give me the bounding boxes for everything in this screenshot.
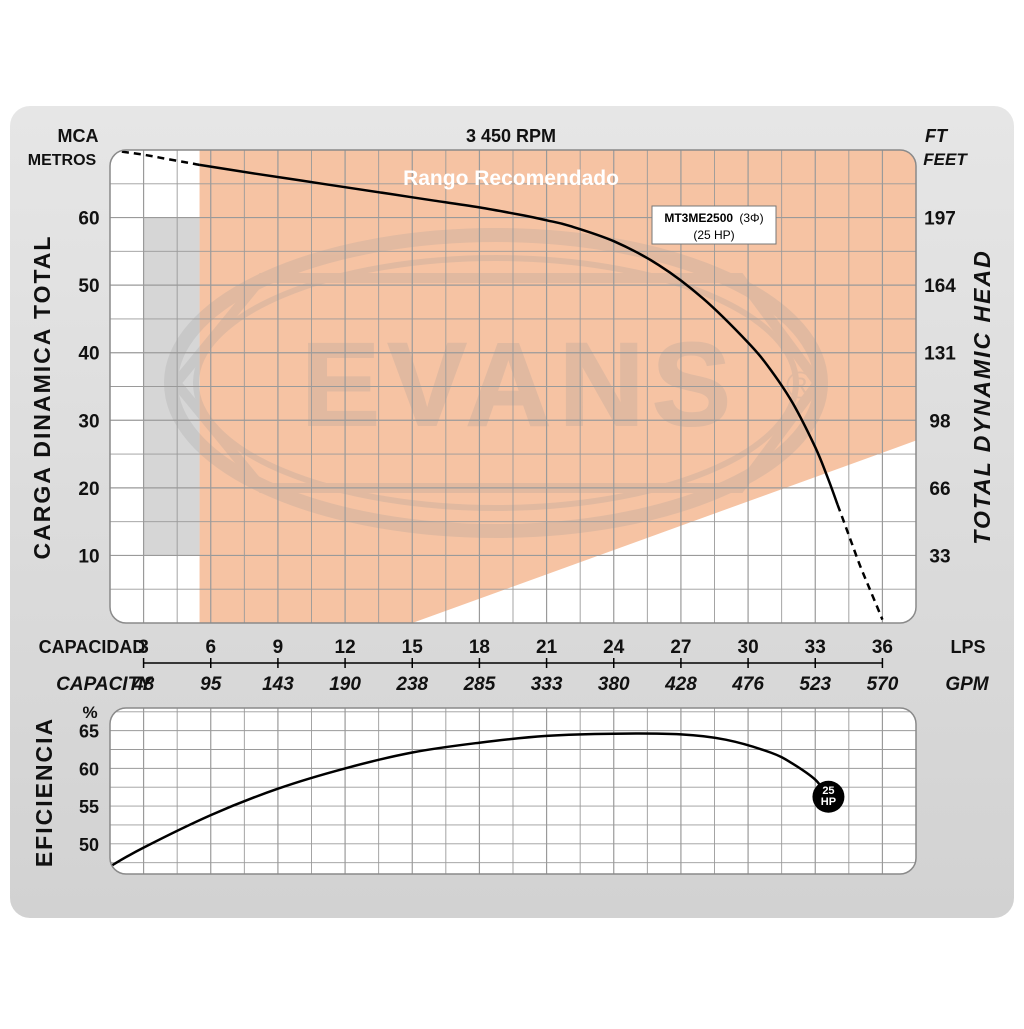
hp-marker-value: 25 — [822, 785, 834, 797]
x-tick-lps: 15 — [402, 637, 424, 658]
unit-mca: MCA — [58, 126, 99, 146]
series-label-box — [651, 205, 777, 245]
head-plot-border — [109, 149, 917, 624]
unit-ft: FT — [925, 126, 949, 146]
x-tick-lps: 9 — [273, 637, 284, 658]
head-grid — [110, 150, 916, 623]
x-tick-gpm: 190 — [329, 674, 361, 695]
x-ticks: 3 48 6 95 9 143 12 190 15 238 18 285 21 333 24 380 27 428… — [132, 637, 899, 695]
x-tick-lps: 36 — [872, 637, 893, 658]
head-curve — [199, 163, 839, 506]
x-tick-lps: 21 — [536, 637, 558, 658]
x-axis: CAPACIDAD CAPACITY LPS GPM 3 48 6 95 9 143 12 1… — [39, 637, 990, 695]
x-tick-lps: 33 — [805, 637, 826, 658]
x-tick-gpm: 570 — [867, 674, 899, 695]
x-tick-lps: 12 — [335, 637, 356, 658]
x-tick-lps: 30 — [738, 637, 759, 658]
y-tick-right: 197 — [924, 209, 956, 230]
x-tick-gpm: 48 — [132, 674, 155, 695]
series-name: MT3ME2500 — [664, 211, 733, 225]
series-phase: (3Φ) — [739, 211, 763, 225]
x-tick-gpm: 523 — [799, 674, 831, 695]
efficiency-y-ticks: 50 55 60 65 — [79, 722, 99, 855]
y-tick-right: 33 — [929, 546, 950, 567]
x-axis-label: CAPACIDAD — [39, 637, 146, 657]
unit-metros: METROS — [28, 152, 97, 169]
y-tick-right: 66 — [929, 479, 950, 500]
evans-watermark: EVANS ® — [164, 228, 828, 538]
y-tick-left: 20 — [78, 479, 99, 500]
x-tick-gpm: 238 — [395, 674, 428, 695]
below-range-area — [412, 440, 916, 623]
unit-feet: FEET — [923, 150, 968, 169]
y-tick-right: 98 — [929, 411, 950, 432]
x-unit-lps: LPS — [950, 637, 985, 657]
efficiency-plot-border — [109, 707, 917, 875]
x-tick-lps: 6 — [205, 637, 216, 658]
efficiency-y-tick: 60 — [79, 759, 99, 779]
y-ticks-left: 10 20 30 40 50 60 — [78, 209, 99, 568]
x-tick-lps: 24 — [603, 637, 625, 658]
hp-marker: 25 HP — [812, 780, 845, 813]
x-tick-gpm: 143 — [262, 674, 294, 695]
y-tick-left: 10 — [78, 546, 99, 567]
head-plot: EVANS ® Rango Recomendado MT3ME2500 (3Φ)… — [28, 126, 995, 624]
efficiency-curve — [110, 732, 828, 868]
efficiency-grid — [110, 708, 916, 874]
series-hp: (25 HP) — [693, 228, 734, 242]
x-tick-lps: 3 — [138, 637, 149, 658]
head-curve-right-dashed — [836, 504, 884, 621]
efficiency-axis-title: EFICIENCIA — [31, 717, 57, 867]
efficiency-y-tick: 55 — [79, 797, 99, 817]
hp-marker-circle — [812, 780, 845, 813]
efficiency-y-tick: 50 — [79, 835, 99, 855]
x-tick-gpm: 428 — [664, 674, 697, 695]
x-unit-gpm: GPM — [945, 674, 989, 695]
y-axis-title-right: TOTAL DYNAMIC HEAD — [969, 249, 995, 544]
x-axis-label-en: CAPACITY — [56, 674, 154, 695]
y-axis-title-left: CARGA DINAMICA TOTAL — [29, 235, 55, 560]
x-tick-gpm: 476 — [731, 674, 764, 695]
y-tick-left: 60 — [78, 209, 99, 230]
efficiency-y-tick: 65 — [79, 722, 99, 742]
y-tick-left: 40 — [78, 344, 99, 365]
y-tick-right: 131 — [924, 344, 956, 365]
y-tick-left: 50 — [78, 276, 99, 297]
efficiency-plot: 25 HP % EFICIENCIA 50 55 60 65 — [31, 703, 917, 875]
watermark-text: EVANS — [301, 319, 739, 451]
hp-marker-unit: HP — [821, 796, 836, 808]
x-tick-gpm: 285 — [463, 674, 496, 695]
y-ticks-right: 33 66 98 131 164 197 — [924, 209, 956, 568]
series-label: MT3ME2500 (3Φ) — [664, 211, 763, 225]
x-tick-lps: 27 — [670, 637, 691, 658]
efficiency-unit: % — [82, 703, 97, 722]
x-tick-gpm: 333 — [531, 674, 563, 695]
x-tick-gpm: 95 — [200, 674, 222, 695]
x-tick-lps: 18 — [469, 637, 490, 658]
y-tick-left: 30 — [78, 411, 99, 432]
x-tick-gpm: 380 — [598, 674, 630, 695]
recommended-range-label: Rango Recomendado — [403, 167, 619, 190]
y-tick-right: 164 — [924, 276, 956, 297]
chart-title: 3 450 RPM — [466, 126, 556, 146]
